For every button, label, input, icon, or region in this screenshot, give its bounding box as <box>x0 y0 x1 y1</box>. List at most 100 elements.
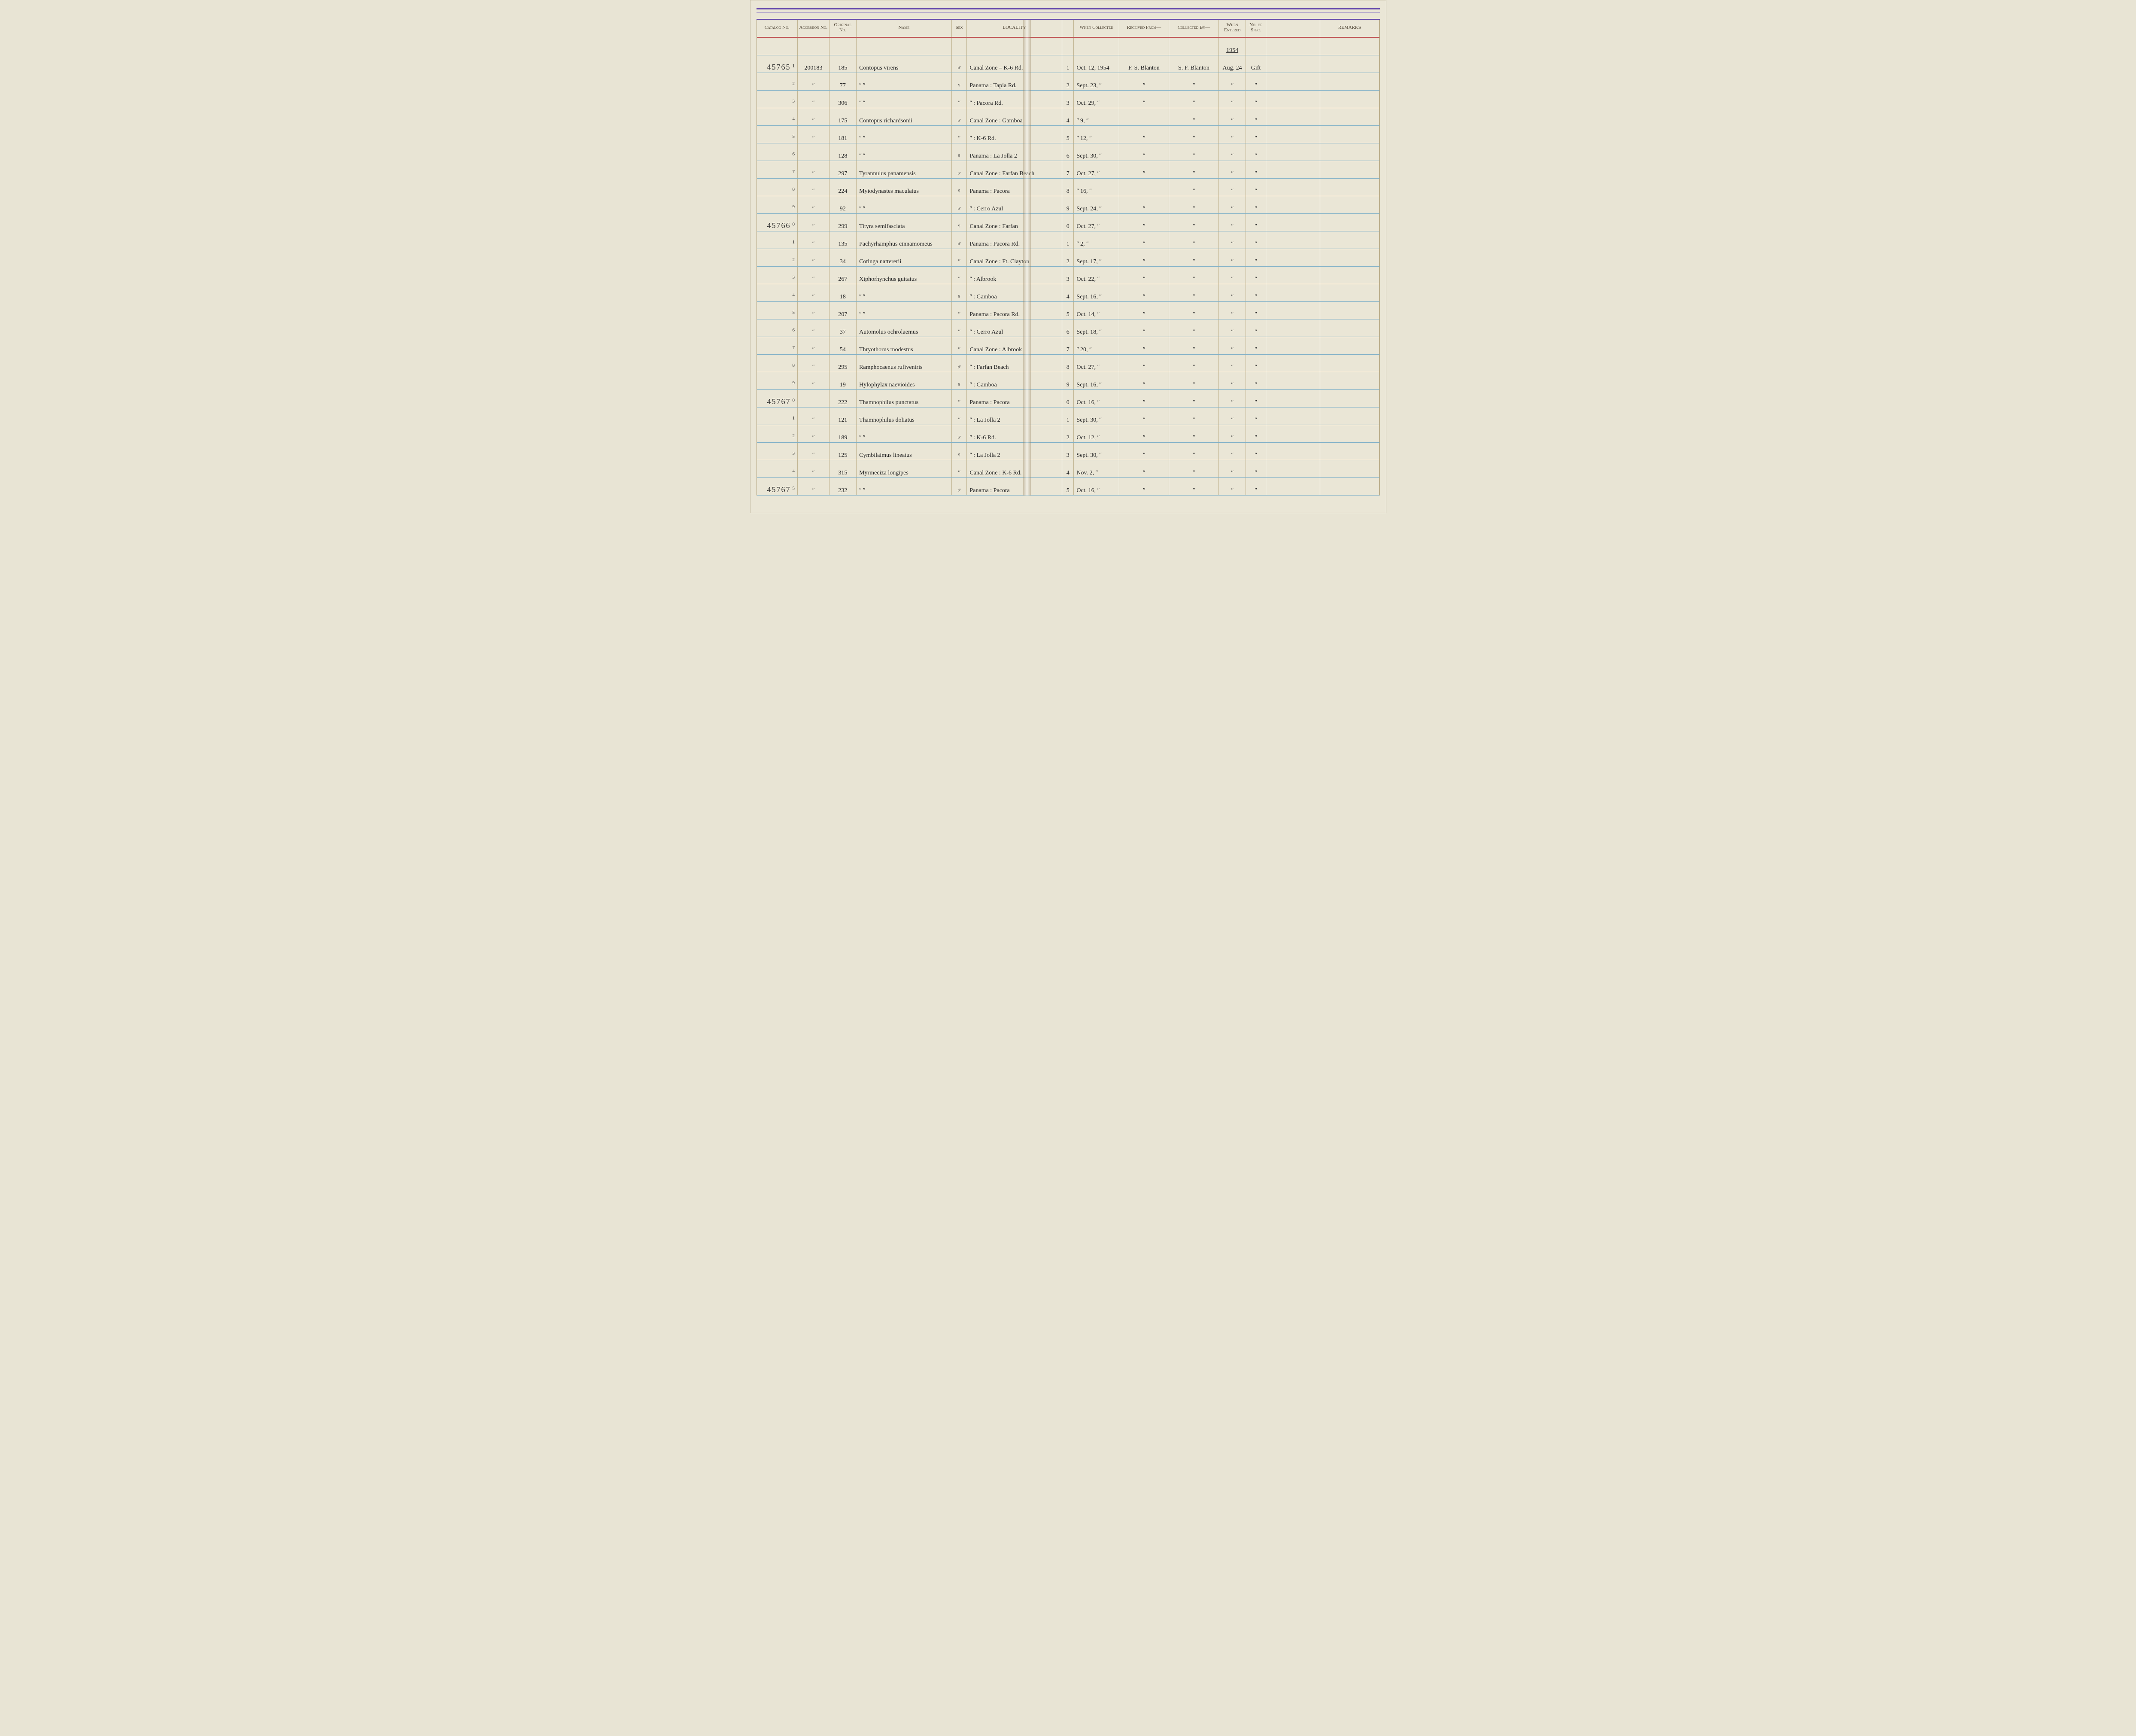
cell-sex: ♀ <box>951 179 967 196</box>
cell-received-from <box>1119 108 1169 126</box>
cell-catalog: 7 <box>757 337 798 355</box>
cell-collected-by: ʺ <box>1169 443 1218 460</box>
cell-accession: ʺ <box>797 355 829 372</box>
cell-when-collected: Sept. 17, ʺ <box>1074 249 1119 267</box>
cell-blank <box>1266 179 1320 196</box>
cell-blank <box>1266 355 1320 372</box>
cell-accession: ʺ <box>797 478 829 496</box>
cell-catalog: 2 <box>757 249 798 267</box>
cell-when-entered: ʺ <box>1218 407 1246 425</box>
cell-when-collected: Sept. 16, ʺ <box>1074 284 1119 302</box>
cell-received-from <box>1119 179 1169 196</box>
ledger-wrap: Catalog No. Accession No. Original No. N… <box>757 20 1380 496</box>
cell-when-entered: ʺ <box>1218 91 1246 108</box>
cell-original: 19 <box>829 372 856 390</box>
cell-when-collected: ʺ 20, ʺ <box>1074 337 1119 355</box>
cell-blank <box>1266 231 1320 249</box>
cell-no-spec: ʺ <box>1246 108 1266 126</box>
cell-when-entered: ʺ <box>1218 302 1246 319</box>
cell-spine-idx: 7 <box>1062 161 1074 179</box>
cell-catalog: 7 <box>757 161 798 179</box>
cell-accession: ʺ <box>797 214 829 231</box>
cell-spine-idx: 4 <box>1062 108 1074 126</box>
cell-original: 189 <box>829 425 856 443</box>
cell-received-from: ʺ <box>1119 143 1169 161</box>
cell-when-entered: ʺ <box>1218 337 1246 355</box>
cell-collected-by: ʺ <box>1169 214 1218 231</box>
cell-catalog: 5 <box>757 126 798 143</box>
cell-catalog: 1 <box>757 231 798 249</box>
cell-blank <box>1266 249 1320 267</box>
cell-original: 121 <box>829 407 856 425</box>
table-row: 2ʺ189ʺ ʺ♂ʺ : K-6 Rd.2Oct. 12, ʺʺʺʺʺ <box>757 425 1379 443</box>
table-row: 3ʺ125Cymbilaimus lineatus♀ʺ : La Jolla 2… <box>757 443 1379 460</box>
cell-spine-idx: 3 <box>1062 91 1074 108</box>
cell-sex: ♀ <box>951 73 967 91</box>
cell-spine-idx: 5 <box>1062 126 1074 143</box>
cell-spine-idx: 5 <box>1062 302 1074 319</box>
cell-no-spec: ʺ <box>1246 161 1266 179</box>
cell-blank <box>1266 143 1320 161</box>
cell-received-from: ʺ <box>1119 372 1169 390</box>
cell-name: Automolus ochrolaemus <box>857 319 952 337</box>
cell-no-spec: ʺ <box>1246 302 1266 319</box>
cell-name: ʺ ʺ <box>857 91 952 108</box>
cell-when-entered: ʺ <box>1218 126 1246 143</box>
table-row: 1ʺ121Thamnophilus doliatusʺʺ : La Jolla … <box>757 407 1379 425</box>
hdr-blank <box>1266 20 1320 37</box>
hdr-sex: Sex <box>951 20 967 37</box>
cell-blank <box>1266 126 1320 143</box>
cell-collected-by: ʺ <box>1169 108 1218 126</box>
cell-no-spec: ʺ <box>1246 319 1266 337</box>
cell-remarks <box>1320 372 1379 390</box>
cell-sex: ʺ <box>951 337 967 355</box>
cell-blank <box>1266 337 1320 355</box>
cell-spine-idx: 4 <box>1062 284 1074 302</box>
cell-blank <box>1266 319 1320 337</box>
cell-collected-by: ʺ <box>1169 319 1218 337</box>
cell-original: 295 <box>829 355 856 372</box>
cell-no-spec: ʺ <box>1246 91 1266 108</box>
cell-accession: ʺ <box>797 302 829 319</box>
cell-when-collected: ʺ 12, ʺ <box>1074 126 1119 143</box>
cell-received-from: ʺ <box>1119 407 1169 425</box>
cell-name: ʺ ʺ <box>857 196 952 214</box>
cell-collected-by: ʺ <box>1169 73 1218 91</box>
cell-when-entered: ʺ <box>1218 73 1246 91</box>
cell-collected-by: ʺ <box>1169 355 1218 372</box>
cell-locality: Canal Zone : K-6 Rd. <box>967 460 1062 478</box>
cell-when-collected: Oct. 16, ʺ <box>1074 478 1119 496</box>
cell-sex: ʺ <box>951 390 967 407</box>
cell-original: 181 <box>829 126 856 143</box>
cell-collected-by: ʺ <box>1169 407 1218 425</box>
cell-blank <box>1266 214 1320 231</box>
table-row: 457660ʺ299Tityra semifasciata♀Canal Zone… <box>757 214 1379 231</box>
cell-when-entered: Aug. 24 <box>1218 55 1246 73</box>
cell-collected-by: S. F. Blanton <box>1169 55 1218 73</box>
cell-catalog: 6 <box>757 143 798 161</box>
cell-received-from: ʺ <box>1119 443 1169 460</box>
hdr-received: Received From— <box>1119 20 1169 37</box>
cell-when-collected: Oct. 12, ʺ <box>1074 425 1119 443</box>
cell-locality: Canal Zone : Farfan <box>967 214 1062 231</box>
cell-collected-by: ʺ <box>1169 425 1218 443</box>
table-row: 7ʺ297Tyrannulus panamensis♂Canal Zone : … <box>757 161 1379 179</box>
table-row: 5ʺ181ʺ ʺʺʺ : K-6 Rd.5ʺ 12, ʺʺʺʺʺ <box>757 126 1379 143</box>
cell-no-spec: ʺ <box>1246 407 1266 425</box>
table-row: 457675ʺ232ʺ ʺ♂Panama : Pacora5Oct. 16, ʺ… <box>757 478 1379 496</box>
cell-remarks <box>1320 231 1379 249</box>
cell-when-collected: Nov. 2, ʺ <box>1074 460 1119 478</box>
cell-spine-idx: 3 <box>1062 443 1074 460</box>
cell-remarks <box>1320 302 1379 319</box>
cell-accession: ʺ <box>797 231 829 249</box>
cell-locality: Canal Zone : Farfan Beach <box>967 161 1062 179</box>
cell-spine-idx: 1 <box>1062 55 1074 73</box>
cell-remarks <box>1320 161 1379 179</box>
cell-remarks <box>1320 214 1379 231</box>
cell-locality: Panama : Pacora <box>967 179 1062 196</box>
cell-sex: ♂ <box>951 196 967 214</box>
cell-blank <box>1266 284 1320 302</box>
cell-accession <box>797 143 829 161</box>
cell-no-spec: ʺ <box>1246 249 1266 267</box>
cell-locality: ʺ : Cerro Azul <box>967 319 1062 337</box>
